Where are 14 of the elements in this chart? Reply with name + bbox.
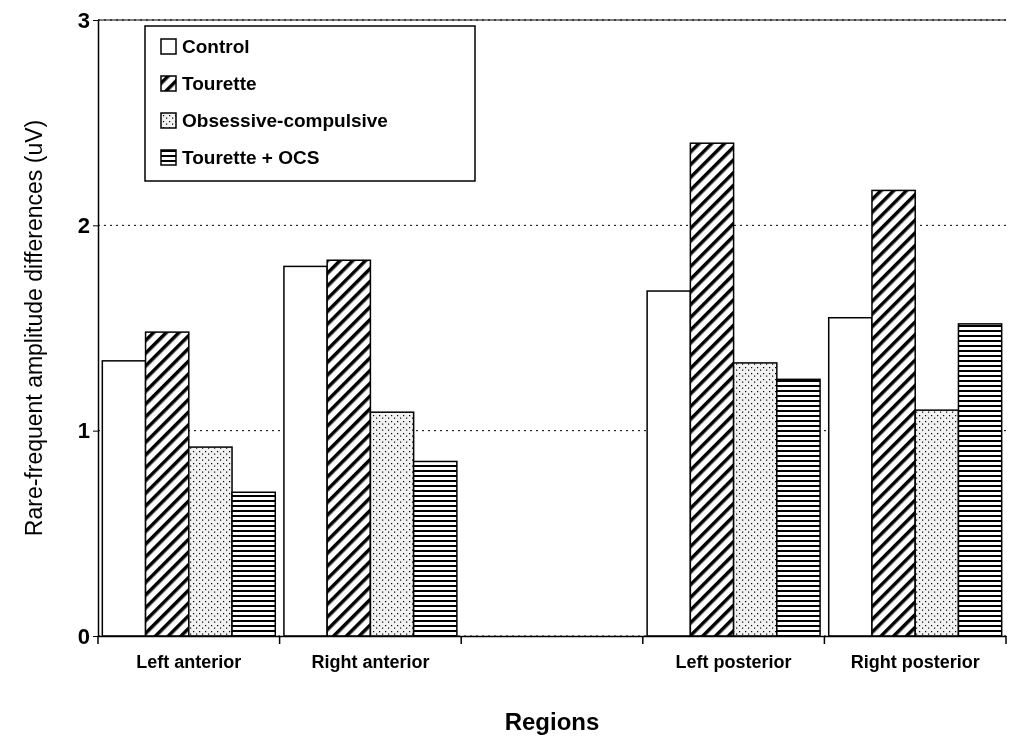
y-tick-label: 2 — [77, 212, 90, 238]
legend-label: Control — [182, 36, 250, 57]
y-axis-title: Rare-frequent amplitude differences (uV) — [21, 119, 47, 537]
y-tick-label: 3 — [77, 7, 90, 33]
legend-label: Tourette — [182, 73, 257, 94]
legend-label: Tourette + OCS — [182, 147, 320, 168]
x-axis-title: Regions — [504, 708, 600, 735]
y-tick-label: 1 — [77, 418, 90, 444]
x-tick-label: Right posterior — [850, 651, 980, 672]
x-tick-label: Left posterior — [675, 651, 792, 672]
legend-label: Obsessive-compulsive — [182, 110, 388, 131]
x-tick-label: Right anterior — [311, 651, 430, 672]
y-tick-label: 0 — [77, 623, 90, 649]
x-tick-label: Left anterior — [136, 651, 242, 672]
